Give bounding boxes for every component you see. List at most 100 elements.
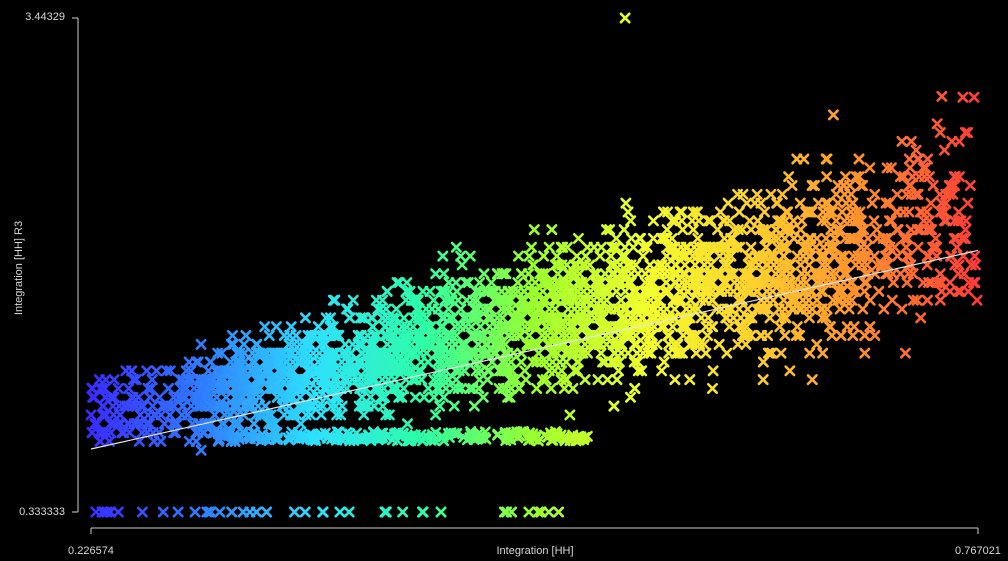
data-point (205, 506, 217, 518)
data-point (195, 338, 207, 350)
data-point (953, 206, 965, 218)
data-point (615, 268, 627, 280)
data-point (649, 268, 661, 280)
data-point (492, 268, 504, 280)
data-point (265, 382, 277, 394)
data-point (433, 382, 445, 394)
data-point (504, 391, 516, 403)
data-point (871, 224, 883, 236)
data-point (100, 409, 112, 421)
data-point (777, 259, 789, 271)
data-point (365, 391, 377, 403)
data-point (273, 374, 285, 386)
data-point (385, 330, 397, 342)
data-point (627, 285, 639, 297)
data-point (203, 391, 215, 403)
data-point (543, 506, 555, 518)
data-point (502, 294, 514, 306)
data-point (216, 347, 228, 359)
data-point (228, 418, 240, 430)
data-point (100, 427, 112, 439)
data-point (372, 356, 384, 368)
data-point (866, 197, 878, 209)
data-point (608, 400, 620, 412)
data-point (471, 294, 483, 306)
data-point (536, 374, 548, 386)
data-point (342, 365, 354, 377)
data-point (352, 330, 364, 342)
data-point (108, 374, 120, 386)
data-point (247, 365, 259, 377)
data-point (761, 232, 773, 244)
data-point (564, 409, 576, 421)
data-point (917, 277, 929, 289)
data-point (864, 294, 876, 306)
data-point (469, 312, 481, 324)
data-point (370, 347, 382, 359)
data-point (794, 197, 806, 209)
data-point (543, 241, 555, 253)
data-point (817, 206, 829, 218)
data-point (563, 277, 575, 289)
data-point (452, 294, 464, 306)
data-point (397, 338, 409, 350)
data-point (637, 250, 649, 262)
data-point (228, 382, 240, 394)
data-point (834, 303, 846, 315)
data-point (431, 365, 443, 377)
data-point (661, 224, 673, 236)
data-point (437, 431, 449, 443)
data-point (175, 382, 187, 394)
data-point (400, 285, 412, 297)
data-point (633, 232, 645, 244)
data-point (594, 312, 606, 324)
data-point (910, 144, 922, 156)
data-point (818, 268, 830, 280)
data-point (779, 330, 791, 342)
data-point (832, 197, 844, 209)
data-point (647, 277, 659, 289)
data-point (508, 321, 520, 333)
data-point (552, 268, 564, 280)
data-point (964, 179, 976, 191)
data-point (655, 232, 667, 244)
data-point (869, 330, 881, 342)
data-point (854, 232, 866, 244)
data-point (910, 188, 922, 200)
data-point (689, 277, 701, 289)
data-point (377, 400, 389, 412)
data-point (538, 250, 550, 262)
data-point (520, 374, 532, 386)
data-point (775, 312, 787, 324)
data-point (761, 224, 773, 236)
data-point (417, 506, 429, 518)
data-point (186, 374, 198, 386)
data-point (482, 338, 494, 350)
data-point (627, 241, 639, 253)
data-point (655, 321, 667, 333)
data-point (907, 268, 919, 280)
data-point (878, 259, 890, 271)
data-point (685, 294, 697, 306)
data-point (811, 338, 823, 350)
data-point (838, 259, 850, 271)
data-point (336, 400, 348, 412)
data-point (397, 506, 409, 518)
data-point (662, 241, 674, 253)
data-point (563, 347, 575, 359)
data-point (571, 250, 583, 262)
data-point (468, 303, 480, 315)
data-point (608, 241, 620, 253)
data-point (723, 321, 735, 333)
data-point (782, 206, 794, 218)
data-point (680, 303, 692, 315)
data-point (558, 382, 570, 394)
data-point (430, 268, 442, 280)
data-point (518, 285, 530, 297)
data-point (632, 365, 644, 377)
data-point (535, 506, 547, 518)
data-point (317, 400, 329, 412)
data-point (757, 356, 769, 368)
data-point (568, 321, 580, 333)
data-point (107, 400, 119, 412)
